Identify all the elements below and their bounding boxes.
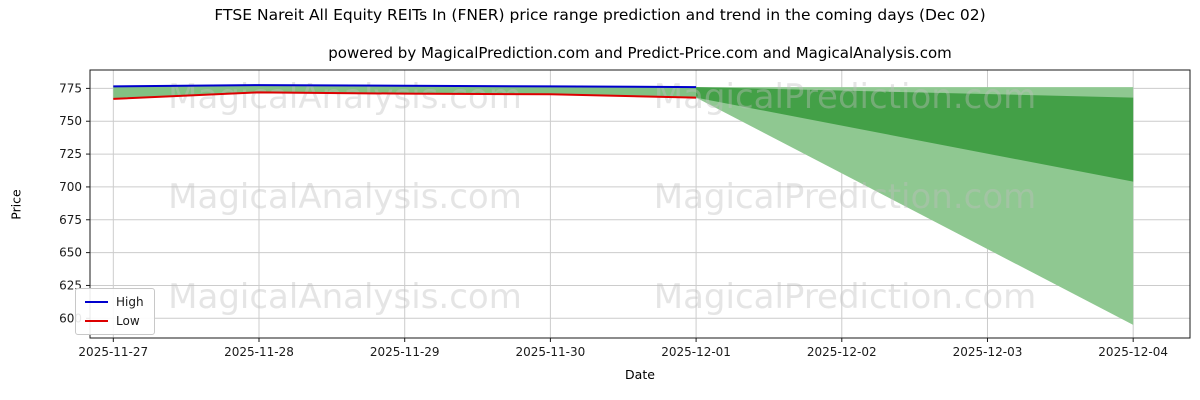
y-tick-label: 725 — [59, 147, 82, 161]
line-high — [113, 84, 697, 89]
high-line-swatch — [85, 301, 108, 303]
legend: High Low — [75, 288, 155, 335]
x-axis-label: Date — [625, 367, 655, 382]
y-axis-label: Price — [8, 189, 24, 220]
y-tick-label: 750 — [59, 114, 82, 128]
watermark-text: MagicalAnalysis.com — [168, 177, 522, 217]
band-prediction-range-inner — [696, 87, 1134, 182]
watermark-text: MagicalAnalysis.com — [168, 277, 522, 317]
band-historical-high-low-range — [113, 85, 697, 99]
x-tick-label: 2025-11-28 — [224, 345, 294, 359]
x-tick-label: 2025-12-02 — [807, 345, 877, 359]
y-tick-label: 775 — [59, 81, 82, 95]
chart-subtitle: powered by MagicalPrediction.com and Pre… — [328, 44, 952, 62]
legend-label-low: Low — [116, 314, 140, 328]
watermark-text: MagicalAnalysis.com — [168, 77, 522, 117]
watermark-text: MagicalPrediction.com — [654, 77, 1037, 117]
y-tick-label: 650 — [59, 246, 82, 260]
legend-item-high: High — [85, 296, 144, 308]
x-tick-label: 2025-11-30 — [516, 345, 586, 359]
x-tick-label: 2025-11-29 — [370, 345, 440, 359]
y-tick-label: 675 — [59, 213, 82, 227]
x-tick-label: 2025-11-27 — [78, 345, 148, 359]
x-tick-label: 2025-12-01 — [661, 345, 731, 359]
x-tick-label: 2025-12-04 — [1098, 345, 1168, 359]
legend-label-high: High — [116, 295, 144, 309]
line-low — [113, 91, 697, 100]
watermark-text: MagicalPrediction.com — [654, 177, 1037, 217]
x-tick-label: 2025-12-03 — [953, 345, 1023, 359]
legend-item-low: Low — [85, 315, 144, 327]
plot-frame — [89, 69, 1191, 339]
y-tick-label: 700 — [59, 180, 82, 194]
chart-title: FTSE Nareit All Equity REITs In (FNER) p… — [214, 6, 986, 24]
watermark-text: MagicalPrediction.com — [654, 277, 1037, 317]
low-line-swatch — [85, 320, 108, 322]
